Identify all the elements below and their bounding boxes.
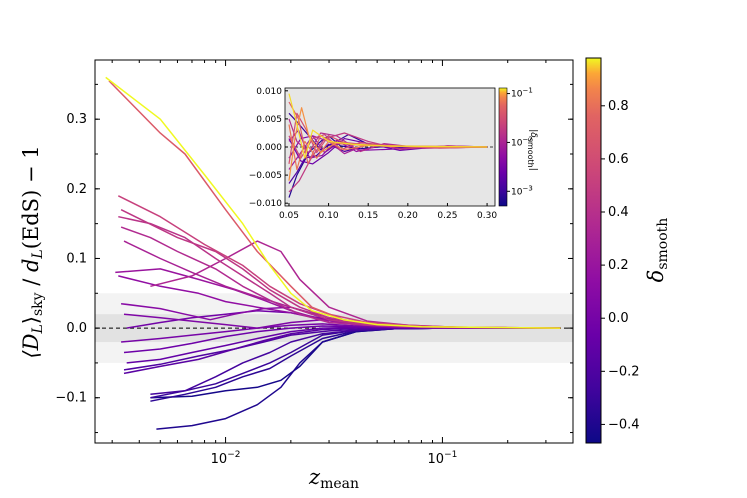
- series-line: [105, 76, 561, 329]
- colorbar-gradient: [585, 57, 602, 444]
- series-lines: [105, 76, 561, 430]
- inset-y-tick-label: 0.010: [256, 87, 282, 97]
- colorbar-tick-label: 0.4: [608, 205, 629, 220]
- inset-x-tick-label: 0.05: [279, 211, 299, 221]
- x-axis-title: zmean: [308, 465, 359, 492]
- plot-frame: [94, 59, 574, 444]
- inset-colorbar: [498, 87, 508, 207]
- inset-series-lines: [288, 93, 488, 198]
- inset-y-tick-label: −0.005: [249, 171, 282, 181]
- inset-colorbar-tick-label: 10−3: [511, 184, 533, 197]
- main-colorbar: −0.4 −0.2 0.0 0.2 0.4 0.6 0.8 δsmooth: [585, 57, 671, 444]
- y-tick-label: 0.1: [66, 251, 87, 266]
- colorbar-ticks: −0.4 −0.2 0.0 0.2 0.4 0.6 0.8: [601, 99, 640, 432]
- inset-x-tick-label: 0.30: [477, 211, 497, 221]
- y-tick-label: 0.2: [66, 182, 87, 197]
- inset-frame: [284, 87, 496, 207]
- inset-x-axis-ticks: 0.05 0.10 0.15 0.20 0.25 0.30: [279, 203, 497, 221]
- y-tick-label: 0.3: [66, 112, 87, 127]
- colorbar-tick-label: 0.8: [608, 99, 629, 114]
- inset-y-tick-label: 0.000: [256, 143, 282, 153]
- colorbar-tick-label: −0.2: [608, 364, 640, 379]
- inset-colorbar-ticks: 10−1 10−2 10−3: [507, 87, 533, 197]
- inset-y-tick-label: −0.010: [249, 199, 283, 209]
- inset-y-tick-label: 0.005: [256, 115, 282, 125]
- series-line: [117, 195, 561, 329]
- y-axis-title: ⟨DL⟩sky / dL(EdS) − 1: [19, 145, 46, 358]
- colorbar-label: δsmooth: [644, 218, 671, 283]
- y-tick-label: 0.0: [66, 321, 87, 336]
- inset-y-axis-ticks: −0.010 −0.005 0.000 0.005 0.010: [249, 87, 288, 209]
- inset-x-tick-label: 0.25: [437, 211, 457, 221]
- inset-colorbar-tick-label: 10−1: [511, 87, 533, 100]
- colorbar-tick-label: −0.4: [608, 417, 640, 432]
- y-tick-label: −0.1: [55, 391, 87, 406]
- x-tick-label: 10−1: [428, 450, 458, 467]
- inset-colorbar-tick-label: 10−2: [511, 135, 533, 148]
- colorbar-tick-label: 0.0: [608, 311, 629, 326]
- inset-x-tick-label: 0.20: [398, 211, 418, 221]
- inset-colorbar-label: |δsmooth|: [526, 129, 538, 171]
- colorbar-tick-label: 0.6: [608, 152, 629, 167]
- colorbar-tick-label: 0.2: [608, 258, 629, 273]
- x-tick-label: 10−2: [211, 450, 241, 467]
- inset-x-tick-label: 0.15: [358, 211, 378, 221]
- inset-panel: −0.010 −0.005 0.000 0.005 0.010 0.05 0.10 0.15…: [249, 87, 538, 221]
- inset-series-line: [288, 93, 488, 159]
- y-axis-ticks: −0.1 0.0 0.1 0.2 0.3: [55, 83, 573, 434]
- inset-x-tick-label: 0.10: [319, 211, 339, 221]
